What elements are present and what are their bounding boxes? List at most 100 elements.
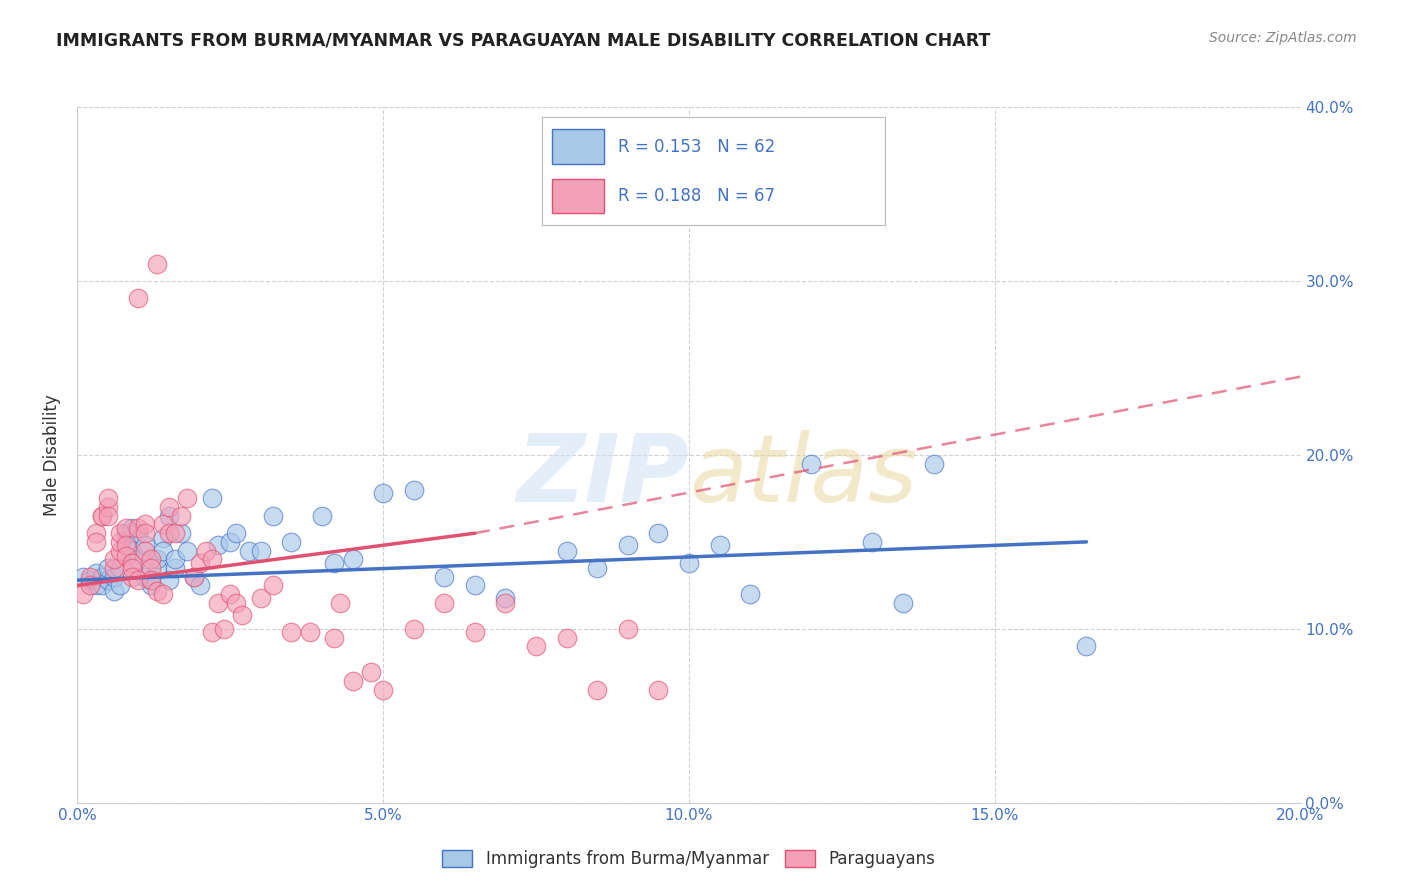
Point xyxy=(617,622,640,636)
Point xyxy=(207,538,229,552)
Text: IMMIGRANTS FROM BURMA/MYANMAR VS PARAGUAYAN MALE DISABILITY CORRELATION CHART: IMMIGRANTS FROM BURMA/MYANMAR VS PARAGUA… xyxy=(56,31,991,49)
Point xyxy=(495,591,517,605)
Point xyxy=(97,561,120,575)
Point xyxy=(157,500,180,514)
Point xyxy=(79,570,101,584)
Point xyxy=(97,500,120,514)
Point xyxy=(647,526,669,541)
Point xyxy=(524,639,547,653)
Point xyxy=(146,552,169,566)
Point xyxy=(402,483,425,497)
Point xyxy=(103,561,125,575)
Point xyxy=(115,549,138,563)
Point xyxy=(188,556,211,570)
Point xyxy=(128,573,150,587)
Point xyxy=(464,625,486,640)
Point xyxy=(157,526,180,541)
Point xyxy=(139,561,162,575)
Point xyxy=(238,543,260,558)
Point xyxy=(250,591,273,605)
Point xyxy=(108,526,131,541)
Point xyxy=(360,665,382,680)
Point xyxy=(207,596,229,610)
Point xyxy=(139,573,162,587)
Point xyxy=(709,538,731,552)
Point xyxy=(176,543,198,558)
Point xyxy=(371,682,394,697)
Point xyxy=(84,534,107,549)
Point xyxy=(323,556,346,570)
Point xyxy=(280,534,302,549)
Point xyxy=(342,552,364,566)
Point xyxy=(402,622,425,636)
Point xyxy=(128,521,150,535)
Point xyxy=(617,538,640,552)
Point xyxy=(115,521,138,535)
Point xyxy=(97,508,120,523)
Point xyxy=(90,508,112,523)
Point xyxy=(152,532,174,546)
Point xyxy=(891,596,914,610)
Point xyxy=(329,596,352,610)
Point xyxy=(647,682,669,697)
Point xyxy=(323,631,346,645)
Point xyxy=(342,674,364,689)
Point xyxy=(1076,639,1098,653)
Point xyxy=(115,526,138,541)
Point xyxy=(84,526,107,541)
Point xyxy=(225,596,247,610)
Point xyxy=(152,587,174,601)
Point xyxy=(298,625,321,640)
Point xyxy=(433,596,456,610)
Point xyxy=(121,556,143,570)
Point xyxy=(586,561,609,575)
Point xyxy=(183,570,205,584)
Point xyxy=(108,578,131,592)
Point xyxy=(79,578,101,592)
Point xyxy=(97,573,120,587)
Point xyxy=(740,587,762,601)
Point xyxy=(108,561,131,575)
Y-axis label: Male Disability: Male Disability xyxy=(44,394,62,516)
Point xyxy=(103,552,125,566)
Point xyxy=(134,570,156,584)
Point xyxy=(922,457,945,471)
Point xyxy=(72,570,94,584)
Point xyxy=(176,491,198,506)
Point xyxy=(555,631,578,645)
Point xyxy=(212,622,235,636)
Point xyxy=(108,543,131,558)
Point xyxy=(800,457,823,471)
Point xyxy=(371,486,394,500)
Point xyxy=(128,552,150,566)
Point xyxy=(152,517,174,532)
Point xyxy=(84,566,107,581)
Point xyxy=(115,534,138,549)
Text: atlas: atlas xyxy=(689,430,917,521)
Point xyxy=(97,491,120,506)
Point xyxy=(134,543,156,558)
Point xyxy=(90,578,112,592)
Point xyxy=(146,561,169,575)
Point xyxy=(128,526,150,541)
Point xyxy=(139,578,162,592)
Point xyxy=(219,587,242,601)
Point xyxy=(134,517,156,532)
Point xyxy=(250,543,273,558)
Point xyxy=(165,552,187,566)
Legend: Immigrants from Burma/Myanmar, Paraguayans: Immigrants from Burma/Myanmar, Paraguaya… xyxy=(436,843,942,874)
Point xyxy=(152,543,174,558)
Point xyxy=(146,256,169,270)
Point xyxy=(311,508,333,523)
Point xyxy=(201,552,224,566)
Point xyxy=(464,578,486,592)
Point xyxy=(555,543,578,558)
Point xyxy=(108,534,131,549)
Point xyxy=(495,596,517,610)
Point xyxy=(121,521,143,535)
Point xyxy=(170,508,193,523)
Point xyxy=(201,491,224,506)
Point xyxy=(134,526,156,541)
Point xyxy=(146,583,169,598)
Point xyxy=(862,534,884,549)
